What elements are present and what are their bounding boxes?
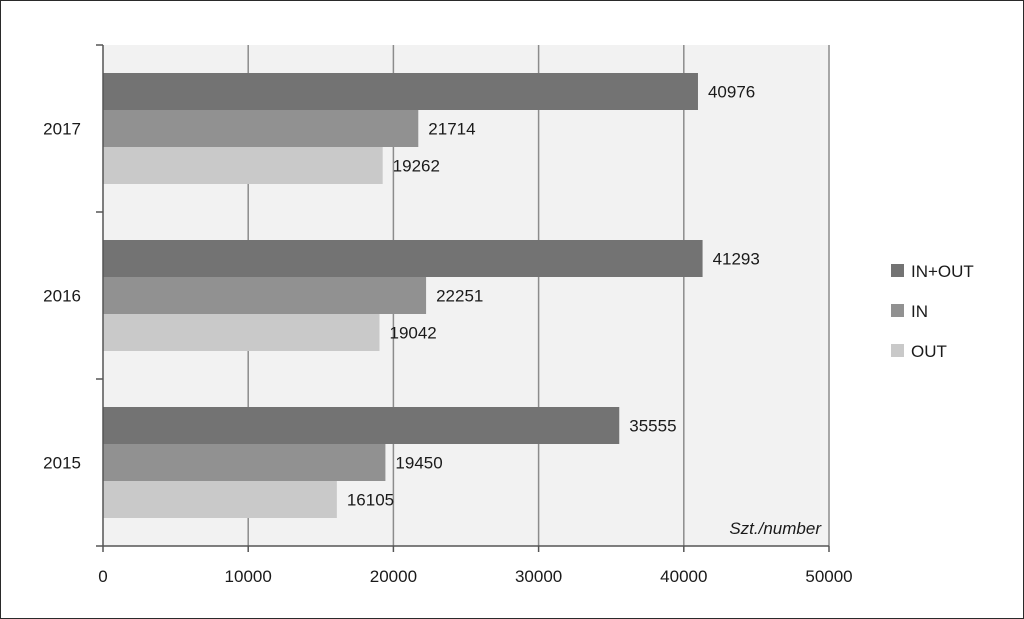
legend-label: OUT [911, 342, 947, 361]
bar [103, 277, 427, 314]
bar [103, 147, 383, 184]
bars [103, 73, 703, 518]
legend-swatch [891, 264, 904, 277]
legend-swatch [891, 344, 904, 357]
data-label: 41293 [713, 250, 760, 269]
bar [103, 73, 698, 110]
x-tick-label: 40000 [660, 567, 707, 586]
x-tick-label: 20000 [370, 567, 417, 586]
bar [103, 407, 620, 444]
legend-swatch [891, 304, 904, 317]
x-tick-label: 0 [98, 567, 107, 586]
y-tick-label: 2017 [43, 120, 81, 139]
axes: 0 10000 20000 30000 40000 50000 2015 2016 2017 [43, 44, 853, 586]
data-label: 22251 [436, 287, 483, 306]
legend: IN+OUT IN OUT [891, 262, 974, 361]
legend-label: IN+OUT [911, 262, 974, 281]
bar [103, 444, 386, 481]
legend-label: IN [911, 302, 928, 321]
bar [103, 481, 337, 518]
x-tick-label: 30000 [515, 567, 562, 586]
bar [103, 240, 703, 277]
x-tick-label: 50000 [805, 567, 852, 586]
data-label: 16105 [347, 491, 394, 510]
data-label: 19042 [389, 324, 436, 343]
data-label: 19262 [393, 157, 440, 176]
bar [103, 314, 380, 351]
data-label: 35555 [629, 417, 676, 436]
bar [103, 110, 419, 147]
unit-label: Szt./number [729, 519, 822, 538]
y-tick-label: 2016 [43, 287, 81, 306]
y-tick-label: 2015 [43, 454, 81, 473]
data-label: 19450 [395, 454, 442, 473]
x-tick-label: 10000 [225, 567, 272, 586]
data-label: 21714 [428, 120, 475, 139]
data-label: 40976 [708, 83, 755, 102]
